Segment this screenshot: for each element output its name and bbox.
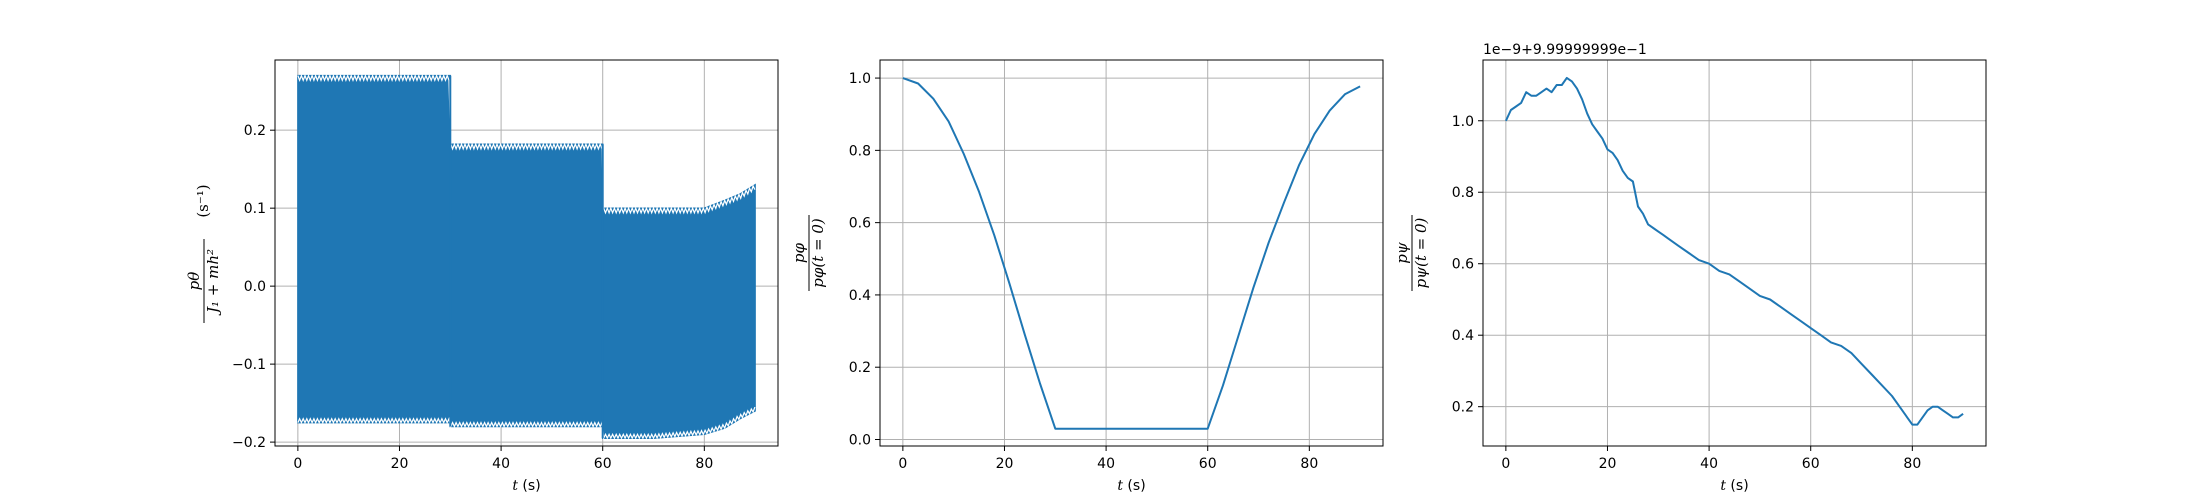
data-series [1504,76,1964,426]
axis-ticks: 0 20 40 60 80 0.2 0.4 0.6 0.8 1.0 [1452,114,1922,472]
y-tick-label: 0.0 [849,432,871,448]
x-axis-label: t (s) [1117,478,1145,494]
x-tick-label: 60 [1199,456,1217,472]
x-tick-label: 80 [695,456,713,472]
y-tick-label: −0.1 [232,357,266,373]
y-axis-label-denominator: pφ(t = 0) [809,218,827,288]
y-axis-label-denominator: J₁ + mh² [204,249,222,316]
chart-panel-2: 0 20 40 60 80 0.0 0.2 0.4 0.6 0.8 1.0 t (s) pφ pφ(… [790,59,1384,494]
axes-frame [1482,59,1987,447]
y-tick-label: 0.8 [1452,185,1474,201]
y-tick-label: 0.1 [244,201,266,217]
axes-frame [879,59,1384,447]
chart-panel-3: 0 20 40 60 80 0.2 0.4 0.6 0.8 1.0 t (s) 1e−9+9.99… [1393,42,1987,494]
y-axis-label-numerator: pθ [185,272,203,291]
x-axis-label-symbol: t [1720,478,1726,494]
y-tick-label: 0.4 [1452,328,1474,344]
x-tick-label: 80 [1300,456,1318,472]
data-series [297,73,756,441]
y-tick-label: 0.4 [849,288,871,304]
x-tick-label: 20 [391,456,409,472]
y-axis-label-numerator: pψ [1393,242,1411,264]
grid [1483,60,1986,446]
x-axis-label-unit: (s) [518,478,541,494]
x-tick-label: 20 [996,456,1014,472]
axis-ticks: 0 20 40 60 80 −0.2 −0.1 0.0 0.1 0.2 [232,123,713,472]
band-lower-edge [297,406,756,441]
data-series [902,77,1361,430]
x-axis-label-symbol: t [512,478,518,494]
y-tick-label: 1.0 [849,71,871,87]
y-axis-label-unit: (s⁻¹) [194,184,212,217]
x-tick-label: 80 [1903,456,1921,472]
x-tick-label: 40 [492,456,510,472]
y-axis-offset-label: 1e−9+9.99999999e−1 [1483,42,1647,58]
x-tick-label: 40 [1097,456,1115,472]
grid [880,60,1383,446]
y-tick-label: 1.0 [1452,114,1474,130]
y-axis-label-denominator: pψ(t = 0) [1412,217,1430,288]
y-tick-label: 0.8 [849,143,871,159]
x-tick-label: 0 [898,456,907,472]
chart-panel-1: 0 20 40 60 80 −0.2 −0.1 0.0 0.1 0.2 t (s) pθ J₁ +… [185,59,779,494]
x-tick-label: 0 [1501,456,1510,472]
y-tick-label: 0.2 [849,360,871,376]
x-tick-label: 40 [1700,456,1718,472]
y-axis-label: pφ pφ(t = 0) [790,215,827,291]
y-tick-label: 0.2 [1452,400,1474,416]
y-tick-label: 0.2 [244,123,266,139]
x-axis-label-symbol: t [1117,478,1123,494]
band-upper-edge [297,73,756,215]
x-tick-label: 60 [594,456,612,472]
axes-frame [274,59,779,447]
y-tick-label: −0.2 [232,435,266,451]
y-axis-label: pθ J₁ + mh² (s⁻¹) [185,184,222,323]
x-axis-label-unit: (s) [1123,478,1146,494]
y-tick-label: 0.0 [244,279,266,295]
axis-ticks: 0 20 40 60 80 0.0 0.2 0.4 0.6 0.8 1.0 [849,71,1319,472]
x-tick-label: 20 [1599,456,1617,472]
x-tick-label: 0 [293,456,302,472]
x-tick-label: 60 [1802,456,1820,472]
y-tick-label: 0.6 [849,216,871,232]
y-axis-label-numerator: pφ [790,242,808,263]
y-tick-label: 0.6 [1452,257,1474,273]
y-axis-label: pψ pψ(t = 0) [1393,215,1430,291]
x-axis-label: t (s) [1720,478,1748,494]
x-axis-label: t (s) [512,478,540,494]
series-line [1504,76,1964,426]
x-axis-label-unit: (s) [1726,478,1749,494]
series-line [902,77,1361,430]
